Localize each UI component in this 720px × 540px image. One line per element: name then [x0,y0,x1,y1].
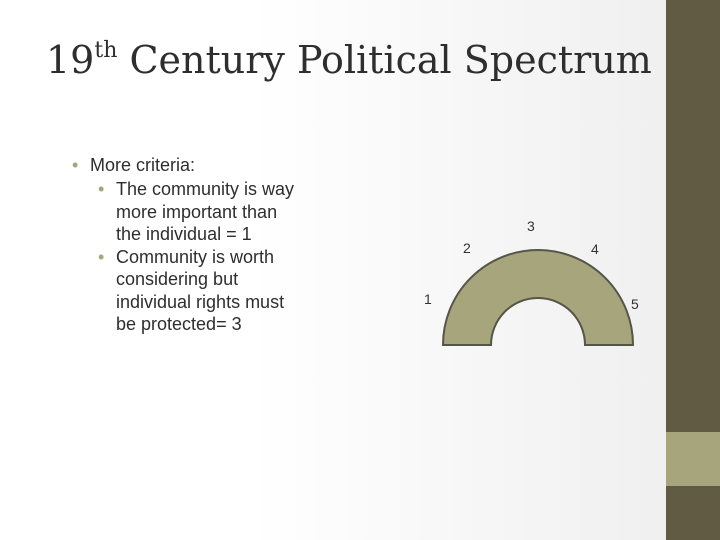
spectrum-label-4: 4 [591,241,599,257]
spectrum-label-2: 2 [463,240,471,256]
spectrum-label-1: 1 [424,291,432,307]
sidebar-decoration-accent [666,432,720,486]
bullet-list: More criteria: The community is way more… [72,154,322,336]
spectrum-label-5: 5 [631,296,639,312]
sub-bullet-item: Community is worth considering but indiv… [90,246,296,336]
sub-bullet-item: The community is way more important than… [90,178,296,246]
sidebar-decoration-top [666,0,720,432]
slide-title: 19th Century Political Spectrum [46,38,652,84]
title-rest: Century Political Spectrum [117,38,652,82]
spectrum-arc [441,249,635,346]
title-number: 19 [46,38,95,82]
bullet-item: More criteria: The community is way more… [72,154,322,336]
spectrum-label-3: 3 [527,218,535,234]
bullet-heading: More criteria: [90,155,196,175]
sidebar-decoration-bottom [666,486,720,540]
title-superscript: th [94,38,118,64]
